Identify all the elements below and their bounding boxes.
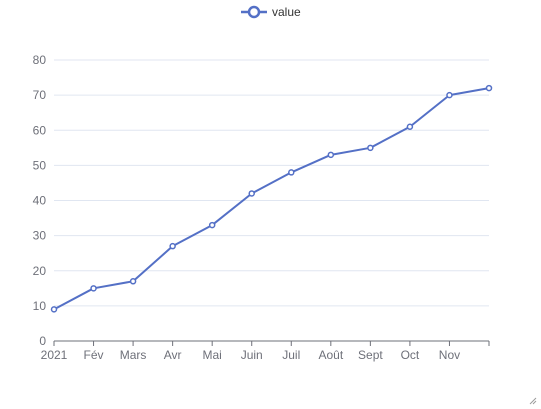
data-point[interactable] <box>406 123 414 130</box>
data-point[interactable] <box>367 144 374 152</box>
x-tick-label: Fév <box>84 348 104 362</box>
legend[interactable]: value <box>241 5 301 19</box>
y-tick-label: 80 <box>33 53 47 67</box>
legend-marker-icon <box>247 5 261 19</box>
x-tick-label: Juil <box>282 348 300 362</box>
data-point[interactable] <box>129 278 137 285</box>
x-tick-label: Avr <box>164 348 182 362</box>
series-value <box>50 84 493 313</box>
y-tick-label: 40 <box>33 194 47 208</box>
y-tick-label: 10 <box>33 299 47 313</box>
x-axis-labels: 2021 Fév Mars Avr Mai Juin Juil Août Sept Oct Nov <box>41 348 460 362</box>
y-tick-label: 0 <box>39 334 46 348</box>
data-point[interactable] <box>90 285 97 292</box>
legend-label: value <box>272 5 301 19</box>
x-tick-label: Oct <box>401 348 420 362</box>
data-point[interactable] <box>327 151 335 159</box>
series-line <box>53 87 490 311</box>
y-tick-label: 20 <box>33 264 47 278</box>
x-tick-label: Nov <box>439 348 460 362</box>
x-axis <box>53 340 490 346</box>
y-axis-labels: 0 10 20 30 40 50 60 70 80 <box>33 53 47 348</box>
data-point[interactable] <box>248 190 255 197</box>
resize-grip-icon[interactable] <box>529 397 537 405</box>
x-tick-label: Mai <box>203 348 222 362</box>
x-tick-label: 2021 <box>41 348 68 362</box>
y-tick-label: 50 <box>33 158 47 172</box>
data-point[interactable] <box>169 242 176 250</box>
data-point[interactable] <box>288 169 295 176</box>
data-point[interactable] <box>50 306 58 313</box>
y-tick-label: 60 <box>33 123 47 137</box>
x-tick-label: Août <box>318 348 343 362</box>
data-point[interactable] <box>208 221 216 229</box>
data-point[interactable] <box>485 84 493 92</box>
data-point[interactable] <box>446 91 453 99</box>
y-tick-label: 30 <box>33 229 47 243</box>
x-tick-label: Mars <box>120 348 147 362</box>
x-tick-label: Juin <box>241 348 263 362</box>
grid-lines <box>54 59 489 307</box>
y-tick-label: 70 <box>33 88 47 102</box>
x-tick-label: Sept <box>358 348 383 362</box>
